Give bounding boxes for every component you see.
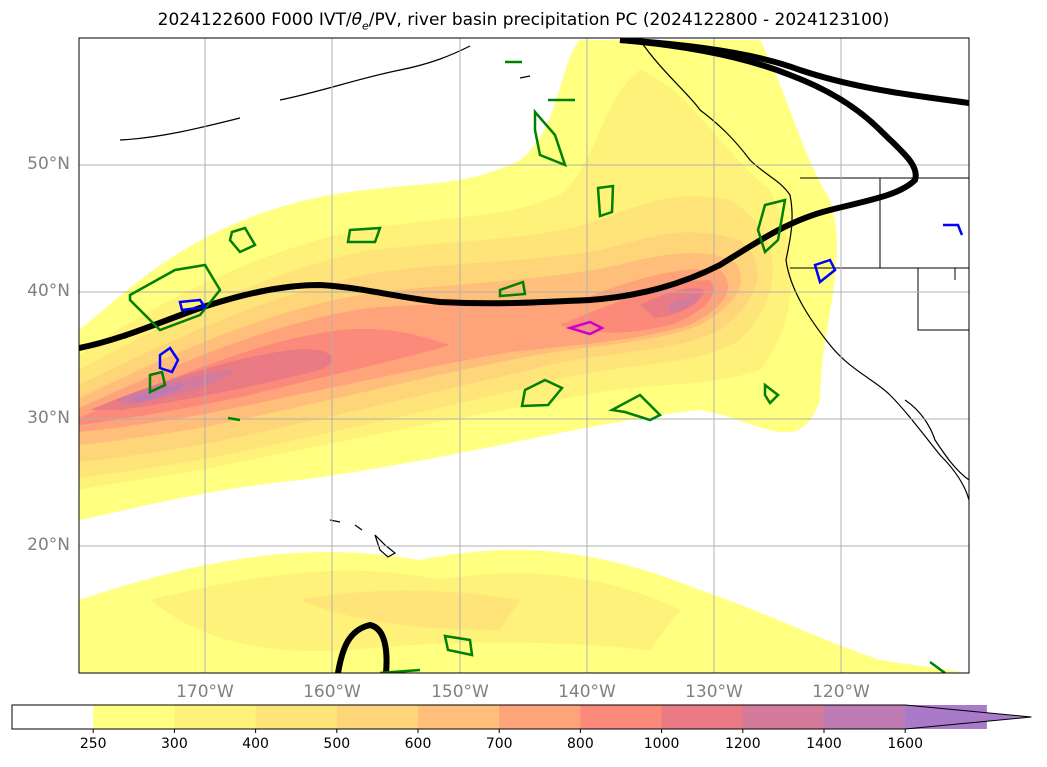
lat-label-50n: 50°N (27, 154, 70, 174)
lon-label-130w: 130°W (685, 682, 743, 702)
lat-label-20n: 20°N (27, 535, 70, 555)
ivt-band-1200-east (668, 294, 700, 312)
north-america-coast (639, 39, 969, 501)
lat-label-40n: 40°N (27, 281, 70, 301)
colorbar-tick-label: 600 (404, 736, 432, 752)
colorbar-tick-label: 300 (161, 736, 188, 752)
colorbar-tick-label: 800 (567, 736, 594, 752)
colorbar-segment (580, 705, 663, 729)
magenta-contour-1 (565, 320, 605, 336)
green-contour-13 (227, 60, 575, 422)
green-contour-4 (533, 108, 568, 168)
blue-contour-2 (178, 298, 208, 312)
green-contour-9 (756, 198, 787, 255)
colorbar-segment (824, 705, 906, 729)
pv-2-loop-south (335, 621, 390, 673)
colorbar-tick-label: 400 (242, 736, 269, 752)
colorbar-segment (336, 705, 419, 729)
colorbar-tick-label: 250 (79, 736, 107, 752)
colorbar-segment (661, 705, 744, 729)
baja-coast (904, 399, 969, 481)
pv-2-line-north (79, 38, 919, 351)
green-contour-8 (608, 393, 663, 422)
colorbar-segment (742, 705, 825, 729)
lon-label-120w: 120°W (812, 682, 870, 702)
blue-contour-1 (158, 346, 180, 374)
ivt-band-1400 (130, 384, 185, 402)
colorbar-outline (11, 704, 1032, 730)
blue-contour-4 (943, 223, 964, 236)
colorbar-tick-label: 500 (323, 736, 351, 752)
green-contour-6 (498, 280, 527, 298)
green-contour-12 (443, 634, 474, 657)
lon-label-170w: 170°W (176, 682, 234, 702)
colorbar-tick-label: 1000 (643, 736, 680, 752)
lon-label-160w: 160°W (303, 682, 361, 702)
chart-title: 2024122600 F000 IVT/θe/PV, river basin p… (157, 10, 890, 33)
colorbar-tick-label: 1600 (887, 736, 923, 752)
colorbar-segment (12, 705, 94, 729)
colorbar-tick-label: 1200 (724, 736, 761, 752)
green-contour-5 (596, 184, 615, 218)
green-contour-10 (763, 382, 780, 405)
colorbar-extend-arrow (905, 705, 1032, 729)
green-contour-3 (346, 226, 382, 244)
green-contour-11 (148, 370, 167, 394)
colorbar-segment (418, 705, 500, 729)
colorbar-segment (255, 705, 338, 729)
ivt-band-400-south (300, 590, 520, 630)
colorbar (11, 704, 1032, 733)
alaska-coast (119, 45, 531, 141)
pv-2-line-arctic (619, 38, 969, 106)
colorbar-segment (174, 705, 257, 729)
colorbar-tick-label: 700 (485, 736, 513, 752)
green-contour-7 (520, 378, 564, 408)
lat-label-30n: 30°N (27, 408, 70, 428)
pv-contours (79, 38, 969, 673)
lon-label-150w: 150°W (431, 682, 489, 702)
colorbar-segment (499, 705, 581, 729)
map-frame (78, 37, 970, 674)
colorbar-segment (93, 705, 175, 729)
lon-label-140w: 140°W (558, 682, 616, 702)
blue-contour-3 (813, 258, 837, 285)
green-contour-2 (228, 226, 257, 254)
colorbar-tick-label: 1400 (806, 736, 842, 752)
green-contour-1 (128, 263, 222, 332)
